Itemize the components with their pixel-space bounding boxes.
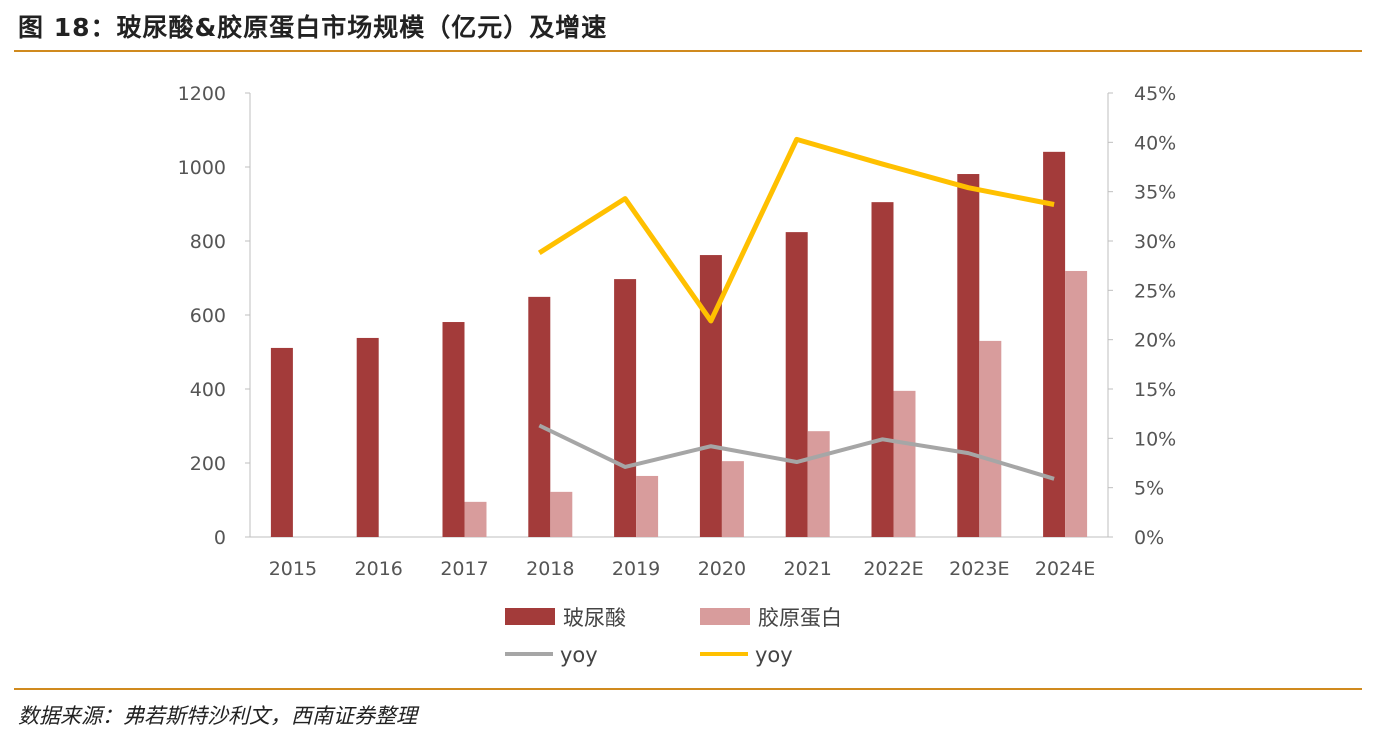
x-tick-label: 2017: [440, 558, 488, 580]
bar-hyaluronic: [270, 347, 293, 537]
y2-tick-label: 5%: [1134, 478, 1164, 500]
bar-hyaluronic: [442, 322, 465, 537]
y2-tick-label: 45%: [1134, 83, 1176, 105]
bar-collagen: [636, 475, 659, 537]
y-tick-label: 600: [190, 305, 226, 327]
bar-hyaluronic: [356, 337, 379, 537]
bar-collagen: [979, 340, 1002, 537]
x-tick-label: 2020: [698, 558, 746, 580]
source-note: 数据来源：弗若斯特沙利文，西南证券整理: [18, 704, 417, 728]
x-tick-label: 2019: [612, 558, 660, 580]
legend-label: 胶原蛋白: [758, 606, 842, 630]
y2-tick-label: 25%: [1134, 280, 1176, 302]
legend-swatch: [700, 608, 750, 625]
chart-title: 图 18：玻尿酸&胶原蛋白市场规模（亿元）及增速: [18, 13, 608, 42]
y2-tick-label: 40%: [1134, 132, 1176, 154]
y-tick-label: 0: [214, 527, 226, 549]
bar-hyaluronic: [528, 296, 551, 537]
y2-tick-label: 0%: [1134, 527, 1164, 549]
bar-hyaluronic: [699, 255, 722, 537]
bar-hyaluronic: [871, 202, 894, 537]
bar-collagen: [893, 390, 916, 537]
y2-tick-label: 15%: [1134, 379, 1176, 401]
bar-hyaluronic: [785, 232, 808, 537]
title-divider: [14, 50, 1362, 52]
bar-hyaluronic: [957, 174, 980, 537]
y2-tick-label: 30%: [1134, 231, 1176, 253]
bar-hyaluronic: [614, 279, 637, 537]
legend-swatch: [505, 608, 555, 625]
y2-tick-label: 20%: [1134, 330, 1176, 352]
x-tick-label: 2015: [269, 558, 317, 580]
x-tick-label: 2021: [784, 558, 832, 580]
x-tick-label: 2024E: [1035, 558, 1095, 580]
x-tick-label: 2018: [526, 558, 574, 580]
bar-hyaluronic: [1043, 151, 1066, 537]
x-tick-label: 2022E: [863, 558, 923, 580]
legend-label: 玻尿酸: [563, 606, 626, 630]
bar-collagen: [721, 461, 744, 537]
y-tick-label: 400: [190, 379, 226, 401]
legend-label: yoy: [755, 643, 793, 667]
line-yoy-hyaluronic: [538, 423, 1055, 481]
y-tick-label: 200: [190, 453, 226, 475]
y-tick-label: 1200: [178, 83, 226, 105]
y2-tick-label: 35%: [1134, 182, 1176, 204]
y2-tick-label: 10%: [1134, 428, 1176, 450]
y-tick-label: 800: [190, 231, 226, 253]
source-divider: [14, 688, 1362, 690]
bar-collagen: [807, 431, 830, 537]
y-tick-label: 1000: [178, 157, 226, 179]
x-tick-label: 2023E: [949, 558, 1009, 580]
bar-collagen: [464, 501, 487, 537]
bar-collagen: [550, 491, 573, 537]
x-tick-label: 2016: [355, 558, 403, 580]
legend-label: yoy: [560, 643, 598, 667]
line-yoy-collagen: [537, 136, 1055, 324]
bar-collagen: [1065, 270, 1088, 537]
